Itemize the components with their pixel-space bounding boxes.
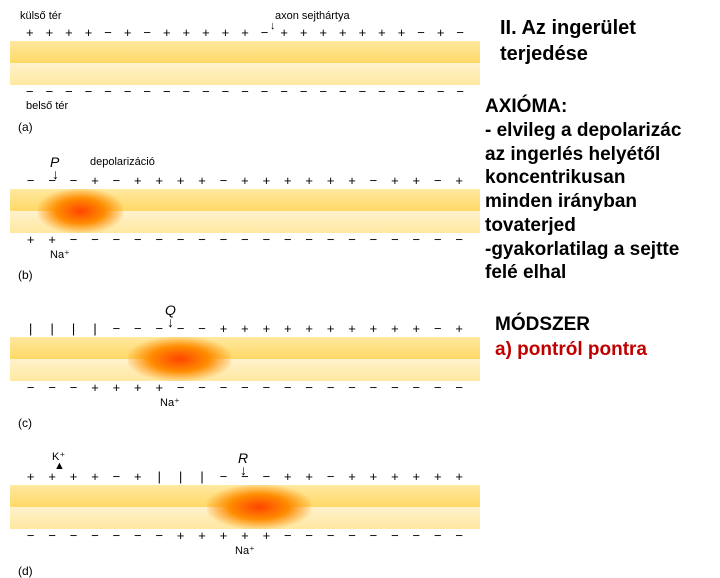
label-belso-ter: belső tér <box>26 100 68 112</box>
text-column: II. Az ingerület terjedése AXIÓMA: - elv… <box>480 0 720 540</box>
method-block: MÓDSZER a) pontról pontra <box>495 313 715 362</box>
panel-d-tag: (d) <box>18 564 480 578</box>
charges-b-outer: −−−+−++++−++++++−++−+ <box>10 174 480 189</box>
arrow-P: ↓ <box>52 166 59 182</box>
axioma-l3: koncentrikusan <box>485 167 625 188</box>
panel-b-tag: (b) <box>18 268 480 282</box>
label-axon: axon sejthártya <box>275 10 350 22</box>
panel-a-tag: (a) <box>18 120 480 134</box>
charges-a-inner: −−−−−−−−−−−−−−−−−−−−−−− <box>10 85 480 100</box>
diagram-column: külső tér axon sejthártya ↓ ++++−+−+++++… <box>0 0 480 540</box>
axioma-l7: felé elhal <box>485 262 566 283</box>
axioma-l4: minden irányban <box>485 191 637 212</box>
arrow-K: ▲ <box>54 460 65 472</box>
method-a: a) pontról pontra <box>495 339 647 360</box>
na-label-b: Na⁺ <box>50 248 70 261</box>
method-label: MÓDSZER <box>495 314 590 335</box>
panel-c-tag: (c) <box>18 416 480 430</box>
label-kulso-ter: külső tér <box>20 10 62 22</box>
panel-c: Q ↓ ||||−−−−−++++++++++−+ −−−++++−−−−−−−… <box>10 302 480 430</box>
panel-d: K⁺ ▲ R ↓ ++++−+|||−−−++−++++++ −−−−−−−++… <box>10 450 480 578</box>
na-label-c: Na⁺ <box>160 396 180 409</box>
axioma-l5: tovaterjed <box>485 215 576 236</box>
charges-b-inner: ++−−−−−−−−−−−−−−−−−−− <box>10 233 480 248</box>
axioma-l6: -gyakorlatilag a sejtte <box>485 239 679 260</box>
label-depol: depolarizáció <box>90 156 155 168</box>
panel-a: külső tér axon sejthártya ↓ ++++−+−+++++… <box>10 10 480 134</box>
axioma-l2: az ingerlés helyétől <box>485 144 660 165</box>
charges-a-outer: ++++−+−+++++−+++++++−+− <box>10 26 480 41</box>
axioma-block: AXIÓMA: - elvileg a depolarizác az inger… <box>485 95 715 285</box>
arrow-Q: ↓ <box>167 314 174 330</box>
charges-c-outer: ||||−−−−−++++++++++−+ <box>10 322 480 337</box>
panel-b: P depolarizáció ↓ −−−+−++++−++++++−++−+ … <box>10 154 480 282</box>
axioma-label: AXIÓMA: <box>485 96 567 117</box>
charges-d-inner: −−−−−−−+++++−−−−−−−−− <box>10 529 480 544</box>
charges-c-inner: −−−++++−−−−−−−−−−−−−− <box>10 381 480 396</box>
axioma-l1: - elvileg a depolarizác <box>485 120 681 141</box>
section-heading: II. Az ingerület terjedése <box>500 15 715 67</box>
na-label-d: Na⁺ <box>235 544 255 557</box>
arrow-R: ↓ <box>240 462 247 478</box>
